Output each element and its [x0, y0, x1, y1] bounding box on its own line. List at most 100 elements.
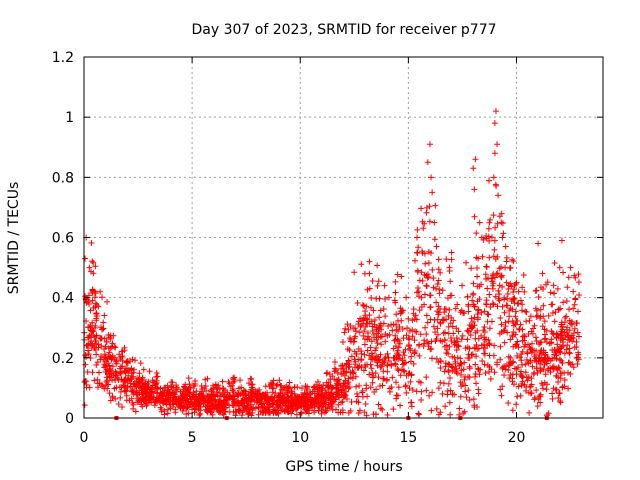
data-point — [542, 371, 549, 378]
data-point — [409, 317, 416, 324]
data-point — [253, 399, 260, 406]
data-point — [448, 256, 455, 263]
data-point — [510, 381, 517, 388]
data-point — [453, 346, 460, 353]
data-point — [85, 334, 92, 341]
data-point-spike — [556, 264, 563, 271]
data-point — [395, 384, 402, 391]
data-point — [135, 379, 142, 386]
data-point — [549, 395, 556, 402]
data-point — [504, 295, 511, 302]
data-point — [541, 361, 548, 368]
data-point — [490, 280, 497, 287]
data-point — [447, 278, 454, 285]
data-point — [446, 399, 453, 406]
data-point — [394, 336, 401, 343]
data-point — [108, 354, 115, 361]
data-point — [506, 313, 513, 320]
data-point — [380, 368, 387, 375]
data-point — [507, 354, 514, 361]
data-point — [81, 402, 88, 409]
data-point — [565, 359, 572, 366]
data-point — [92, 322, 99, 329]
data-point — [349, 368, 356, 375]
data-point — [517, 297, 524, 304]
data-point — [445, 312, 452, 319]
data-point — [550, 331, 557, 338]
data-point — [443, 342, 450, 349]
data-point — [473, 353, 480, 360]
data-point — [109, 394, 116, 401]
data-point — [489, 300, 496, 307]
data-point — [98, 353, 105, 360]
data-point — [284, 396, 291, 403]
data-point — [503, 279, 510, 286]
data-point — [97, 288, 104, 295]
data-point — [427, 304, 434, 311]
data-point — [237, 377, 244, 384]
data-point — [85, 324, 92, 331]
data-point — [503, 258, 510, 265]
data-point — [557, 349, 564, 356]
data-point — [352, 358, 359, 365]
data-point — [497, 273, 504, 280]
data-point — [143, 402, 150, 409]
data-point — [538, 347, 545, 354]
data-point-spike — [414, 249, 421, 256]
data-point — [368, 338, 375, 345]
data-point — [335, 401, 342, 408]
data-point — [406, 345, 413, 352]
data-point — [219, 378, 226, 385]
data-point — [561, 350, 568, 357]
data-point — [378, 333, 385, 340]
data-point — [545, 312, 552, 319]
data-point — [416, 341, 423, 348]
data-point — [392, 278, 399, 285]
data-point — [404, 325, 411, 332]
data-point — [543, 327, 550, 334]
data-point — [423, 312, 430, 319]
data-point — [514, 300, 521, 307]
data-point — [518, 368, 525, 375]
y-tick-label: 0 — [65, 411, 74, 427]
data-point — [458, 367, 465, 374]
data-point — [142, 388, 149, 395]
data-point — [89, 297, 96, 304]
data-point — [392, 289, 399, 296]
data-point — [384, 350, 391, 357]
data-point — [532, 287, 539, 294]
data-point — [437, 409, 444, 416]
data-point — [109, 340, 116, 347]
data-point — [377, 364, 384, 371]
data-point — [280, 400, 287, 407]
data-point — [481, 334, 488, 341]
data-point — [281, 391, 288, 398]
data-point — [395, 337, 402, 344]
data-point — [128, 376, 135, 383]
data-point — [367, 384, 374, 391]
data-point — [436, 290, 443, 297]
data-point — [345, 385, 352, 392]
data-point — [85, 347, 92, 354]
data-point-spike — [471, 186, 478, 193]
data-point — [411, 349, 418, 356]
data-point — [193, 406, 200, 413]
data-point-spike — [476, 219, 483, 226]
data-point — [364, 315, 371, 322]
data-point — [361, 328, 368, 335]
data-point — [493, 182, 500, 189]
data-point — [382, 338, 389, 345]
data-point — [483, 297, 490, 304]
data-point — [343, 363, 350, 370]
data-point — [542, 335, 549, 342]
data-point — [98, 335, 105, 342]
data-point — [420, 225, 427, 232]
data-point — [569, 361, 576, 368]
x-axis-label: GPS time / hours — [285, 459, 402, 475]
data-point — [435, 256, 442, 263]
data-point — [485, 225, 492, 232]
data-point — [355, 410, 362, 417]
data-point — [473, 254, 480, 261]
data-point — [109, 363, 116, 370]
data-point — [500, 230, 507, 237]
